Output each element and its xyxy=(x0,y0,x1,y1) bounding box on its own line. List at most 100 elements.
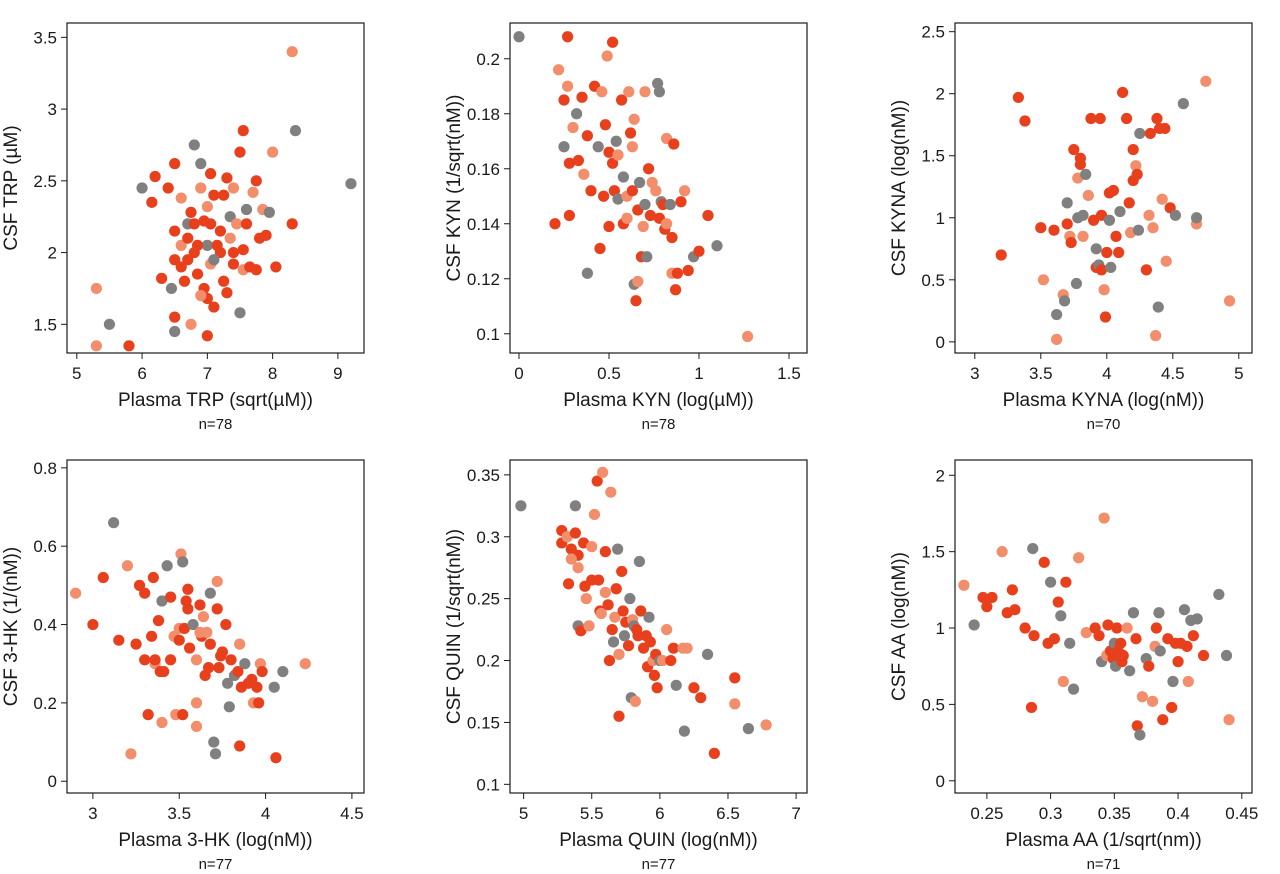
x-tick-label: 7 xyxy=(203,364,212,383)
data-point xyxy=(1117,649,1129,662)
data-point xyxy=(227,246,240,259)
data-point xyxy=(175,192,187,204)
data-point xyxy=(1121,622,1133,634)
data-point xyxy=(218,275,230,287)
data-point xyxy=(1220,649,1233,662)
data-point xyxy=(986,591,998,604)
data-point xyxy=(562,80,574,92)
data-point xyxy=(187,618,199,631)
data-point xyxy=(147,571,159,584)
data-point xyxy=(286,218,298,230)
data-point xyxy=(630,295,642,307)
data-point xyxy=(142,709,154,721)
data-point xyxy=(610,135,622,147)
data-point xyxy=(267,146,279,158)
data-point xyxy=(1101,246,1113,259)
data-point xyxy=(558,94,570,106)
data-point xyxy=(632,630,644,642)
data-point xyxy=(214,225,226,237)
data-point xyxy=(592,574,605,586)
data-point xyxy=(666,231,678,244)
data-point xyxy=(161,560,173,572)
data-point xyxy=(260,229,272,241)
data-point xyxy=(591,475,603,487)
data-point xyxy=(1123,197,1135,209)
data-point xyxy=(1006,584,1018,596)
data-point xyxy=(191,239,204,251)
data-point xyxy=(563,209,576,222)
y-tick-label: 2 xyxy=(936,466,945,485)
data-point xyxy=(1077,230,1089,242)
data-point xyxy=(177,709,189,721)
x-tick-label: 5 xyxy=(1234,364,1243,383)
data-point xyxy=(586,541,598,553)
x-tick-label: 0.45 xyxy=(1225,804,1258,823)
data-point xyxy=(742,330,754,343)
plot-frame xyxy=(954,459,1253,794)
data-point xyxy=(232,665,244,678)
data-point xyxy=(1057,675,1069,688)
data-point xyxy=(651,682,663,694)
data-point xyxy=(1200,75,1212,87)
data-point xyxy=(634,176,646,189)
y-axis-label: CSF KYN (1/sqrt(nM)) xyxy=(444,95,465,282)
data-point xyxy=(178,275,191,287)
data-point xyxy=(711,240,723,252)
data-point xyxy=(670,679,682,691)
data-point xyxy=(253,697,265,709)
data-point xyxy=(250,175,262,187)
x-axis-label: Plasma KYNA (log(nM)) xyxy=(1003,390,1205,411)
data-point xyxy=(223,701,235,713)
data-point xyxy=(1150,622,1162,634)
data-point xyxy=(204,638,216,650)
data-point xyxy=(289,125,302,137)
data-point xyxy=(146,196,158,208)
data-point xyxy=(626,141,639,153)
data-point xyxy=(125,748,137,760)
data-point xyxy=(1080,627,1092,639)
data-point xyxy=(1121,112,1133,125)
data-point xyxy=(558,141,570,153)
data-point xyxy=(1025,701,1038,714)
data-point xyxy=(1117,86,1129,99)
data-point xyxy=(628,113,640,125)
y-tick-label: 0.14 xyxy=(467,215,500,234)
data-point xyxy=(1167,675,1179,688)
data-point xyxy=(216,646,229,658)
data-point xyxy=(146,630,158,642)
data-point xyxy=(607,36,619,48)
y-tick-label: 0.2 xyxy=(476,652,500,671)
plot-frame xyxy=(509,22,808,354)
x-tick-label: 4.5 xyxy=(340,804,364,823)
data-point xyxy=(1077,209,1089,221)
data-point xyxy=(208,301,220,313)
data-point xyxy=(682,264,694,277)
data-point xyxy=(612,149,624,161)
data-point xyxy=(1124,665,1136,677)
x-tick-label: 1.5 xyxy=(777,364,801,383)
data-point xyxy=(108,517,120,529)
y-tick-label: 1.5 xyxy=(921,543,945,562)
data-point xyxy=(182,254,194,266)
data-point xyxy=(173,634,185,646)
data-point xyxy=(1147,222,1159,234)
data-point xyxy=(1073,552,1085,564)
data-point xyxy=(1132,224,1145,236)
data-point xyxy=(1037,274,1050,286)
data-point xyxy=(581,267,594,279)
data-point xyxy=(996,546,1008,558)
data-point xyxy=(623,86,635,98)
data-point xyxy=(220,618,232,631)
plot-frame xyxy=(66,459,365,794)
data-point xyxy=(1085,112,1097,125)
data-point xyxy=(1111,622,1123,634)
data-point xyxy=(639,198,651,211)
data-point xyxy=(237,125,249,137)
data-point xyxy=(231,218,243,230)
data-point xyxy=(201,239,213,251)
data-point xyxy=(599,119,612,131)
data-point xyxy=(213,662,225,674)
data-point xyxy=(1187,630,1199,642)
x-tick-label: 0.3 xyxy=(1039,804,1063,823)
data-point xyxy=(571,108,583,120)
